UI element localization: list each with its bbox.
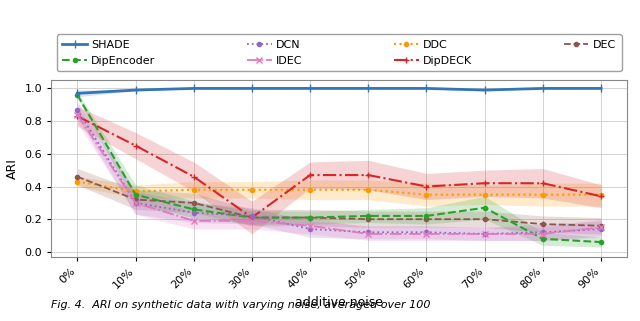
DEC <box>422 217 430 221</box>
DEC <box>132 198 140 202</box>
DEC <box>74 175 81 178</box>
SHADE <box>74 91 81 95</box>
DipEncoder <box>307 216 314 220</box>
DEC <box>481 217 488 221</box>
Y-axis label: ARI: ARI <box>6 158 19 179</box>
DipEncoder <box>74 93 81 97</box>
DipDECK <box>539 181 547 185</box>
DDC <box>422 193 430 196</box>
DCN <box>597 227 605 231</box>
DDC <box>307 188 314 192</box>
DipEncoder <box>422 214 430 218</box>
DipDECK <box>307 173 314 177</box>
IDEC <box>248 219 256 223</box>
IDEC <box>481 232 488 236</box>
DipDECK <box>190 175 198 178</box>
IDEC <box>307 224 314 228</box>
Text: Fig. 4.  ARI on synthetic data with varying noise, averaged over 100: Fig. 4. ARI on synthetic data with varyi… <box>51 300 431 310</box>
DCN <box>74 108 81 112</box>
IDEC <box>364 232 372 236</box>
DDC <box>539 193 547 196</box>
Line: DCN: DCN <box>76 108 603 236</box>
DipEncoder <box>248 216 256 220</box>
DDC <box>74 180 81 184</box>
DipDECK <box>248 216 256 220</box>
DCN <box>132 201 140 205</box>
DCN <box>481 232 488 236</box>
SHADE <box>364 86 372 90</box>
DDC <box>248 188 256 192</box>
DCN <box>307 227 314 231</box>
DCN <box>539 230 547 234</box>
DDC <box>597 193 605 196</box>
DipDECK <box>597 195 605 198</box>
Line: DipDECK: DipDECK <box>74 113 605 221</box>
DipDECK <box>132 144 140 148</box>
SHADE <box>597 86 605 90</box>
DEC <box>539 222 547 226</box>
DipEncoder <box>190 207 198 211</box>
SHADE <box>539 86 547 90</box>
DEC <box>364 217 372 221</box>
DipEncoder <box>539 237 547 241</box>
Line: DEC: DEC <box>76 175 603 228</box>
Line: DipEncoder: DipEncoder <box>76 93 603 244</box>
DipDECK <box>481 181 488 185</box>
IDEC <box>190 219 198 223</box>
SHADE <box>190 86 198 90</box>
DCN <box>422 230 430 234</box>
DipDECK <box>364 173 372 177</box>
Legend: SHADE, DipEncoder, DCN, IDEC, DDC, DipDECK, DEC: SHADE, DipEncoder, DCN, IDEC, DDC, DipDE… <box>57 34 621 71</box>
SHADE <box>132 88 140 92</box>
DipEncoder <box>364 214 372 218</box>
DEC <box>597 224 605 228</box>
Line: DDC: DDC <box>76 179 603 197</box>
IDEC <box>422 232 430 236</box>
SHADE <box>481 88 488 92</box>
IDEC <box>74 113 81 117</box>
X-axis label: additive noise: additive noise <box>295 296 383 309</box>
DDC <box>132 189 140 193</box>
SHADE <box>248 86 256 90</box>
Line: IDEC: IDEC <box>75 112 604 237</box>
DEC <box>248 216 256 220</box>
DipEncoder <box>481 206 488 210</box>
DDC <box>190 188 198 192</box>
SHADE <box>422 86 430 90</box>
DipDECK <box>74 114 81 118</box>
DEC <box>190 201 198 205</box>
DDC <box>481 193 488 196</box>
DDC <box>364 188 372 192</box>
DCN <box>190 211 198 214</box>
DEC <box>307 216 314 220</box>
DipEncoder <box>597 240 605 244</box>
IDEC <box>597 225 605 229</box>
DipEncoder <box>132 193 140 196</box>
IDEC <box>132 201 140 205</box>
IDEC <box>539 232 547 236</box>
DipDECK <box>422 185 430 188</box>
Line: SHADE: SHADE <box>73 84 605 98</box>
SHADE <box>307 86 314 90</box>
DCN <box>364 230 372 234</box>
DCN <box>248 214 256 218</box>
